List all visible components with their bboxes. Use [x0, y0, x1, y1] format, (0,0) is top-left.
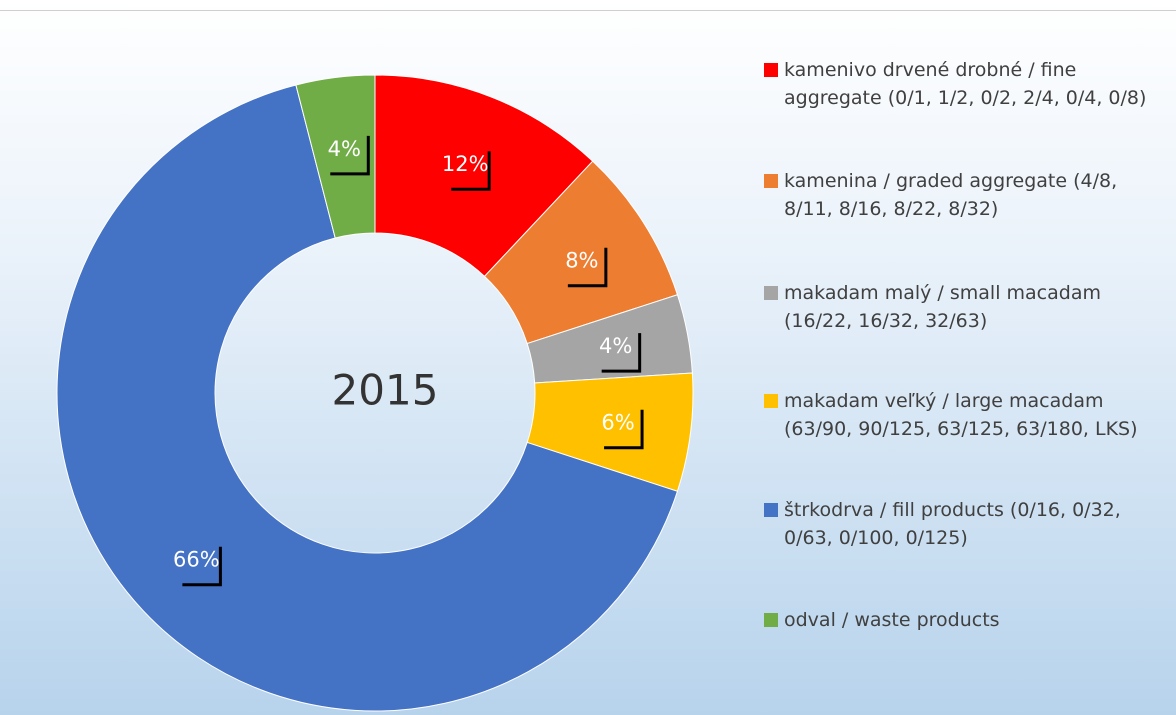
top-border	[0, 10, 1176, 11]
label-corner	[567, 247, 608, 288]
legend-swatch	[764, 63, 778, 77]
label-corner	[330, 135, 370, 176]
label-corner	[451, 151, 491, 191]
data-label: 66%	[173, 548, 220, 572]
legend-label: odval / waste products	[784, 609, 1000, 631]
data-label: 4%	[599, 334, 632, 358]
legend-swatch	[764, 394, 778, 408]
data-label: 4%	[328, 137, 361, 161]
legend-swatch	[764, 174, 778, 188]
legend-label: kamenina / graded aggregate (4/8, 8/11, …	[784, 170, 1118, 220]
legend-item: odval / waste products	[760, 606, 1165, 634]
legend-label: makadam malý / small macadam (16/22, 16/…	[784, 282, 1101, 332]
legend-item: štrkodrva / fill products (0/16, 0/32, 0…	[760, 496, 1165, 552]
data-label: 12%	[442, 152, 489, 176]
legend-swatch	[764, 286, 778, 300]
legend-item: makadam malý / small macadam (16/22, 16/…	[760, 279, 1165, 335]
slice	[56, 84, 679, 712]
legend-label: makadam veľký / large macadam (63/90, 90…	[784, 390, 1138, 440]
label-corner	[601, 333, 642, 373]
data-label: 6%	[601, 411, 634, 435]
label-corner	[604, 409, 644, 450]
slice	[374, 74, 594, 278]
label-corner	[182, 546, 222, 587]
legend-swatch	[764, 613, 778, 627]
legend-item: kamenina / graded aggregate (4/8, 8/11, …	[760, 167, 1165, 223]
center-label: 2015	[332, 366, 439, 415]
data-label: 8%	[565, 249, 598, 273]
legend-label: kamenivo drvené drobné / fine aggregate …	[784, 59, 1147, 109]
legend-label: štrkodrva / fill products (0/16, 0/32, 0…	[784, 499, 1121, 549]
slice	[295, 74, 376, 239]
legend-item: makadam veľký / large macadam (63/90, 90…	[760, 387, 1165, 443]
legend-swatch	[764, 503, 778, 517]
legend-item: kamenivo drvené drobné / fine aggregate …	[760, 56, 1165, 112]
